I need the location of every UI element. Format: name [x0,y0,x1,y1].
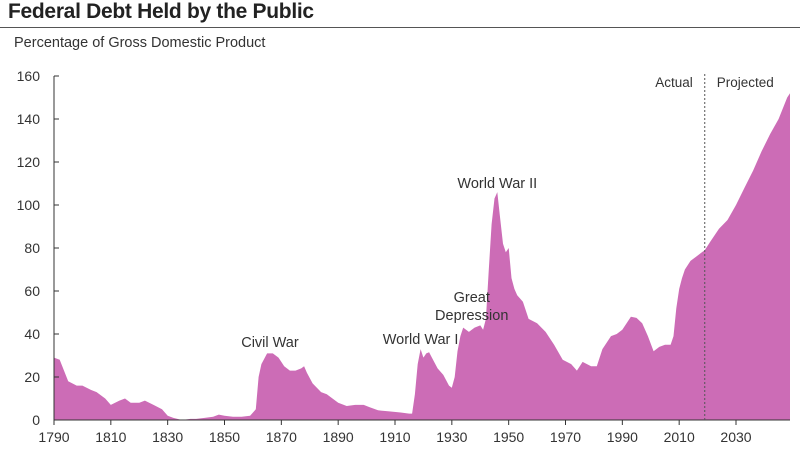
y-tick-label: 40 [24,326,40,342]
x-tick-label: 1850 [209,429,240,445]
x-tick-label: 1890 [323,429,354,445]
y-tick-label: 140 [17,111,41,127]
x-tick-label: 1810 [95,429,126,445]
segment-label-projected: Projected [717,75,774,90]
y-tick-label: 0 [32,412,40,428]
y-tick-label: 120 [17,154,41,170]
x-tick-label: 1870 [266,429,297,445]
annotation-label: World War I [383,332,459,348]
y-tick-label: 100 [17,197,41,213]
y-tick-label: 60 [24,283,40,299]
chart-subtitle: Percentage of Gross Domestic Product [14,35,266,51]
x-tick-label: 1830 [152,429,183,445]
x-tick-label: 1970 [550,429,581,445]
annotation-label: Civil War [241,335,299,351]
x-tick-label: 2010 [664,429,695,445]
annotation-label: World War II [457,176,537,192]
debt-area [54,93,790,420]
x-tick-label: 1990 [607,429,638,445]
chart-title: Federal Debt Held by the Public [8,0,314,23]
x-tick-label: 2030 [720,429,751,445]
x-tick-label: 1930 [436,429,467,445]
segment-label-actual: Actual [655,75,693,90]
y-tick-label: 20 [24,369,40,385]
y-tick-label: 80 [24,240,40,256]
x-tick-label: 1790 [38,429,69,445]
x-tick-label: 1950 [493,429,524,445]
y-tick-label: 160 [17,68,41,84]
x-tick-label: 1910 [379,429,410,445]
title-rule [0,27,800,28]
annotation-label: Depression [435,308,508,324]
annotation-label: Great [454,290,490,306]
